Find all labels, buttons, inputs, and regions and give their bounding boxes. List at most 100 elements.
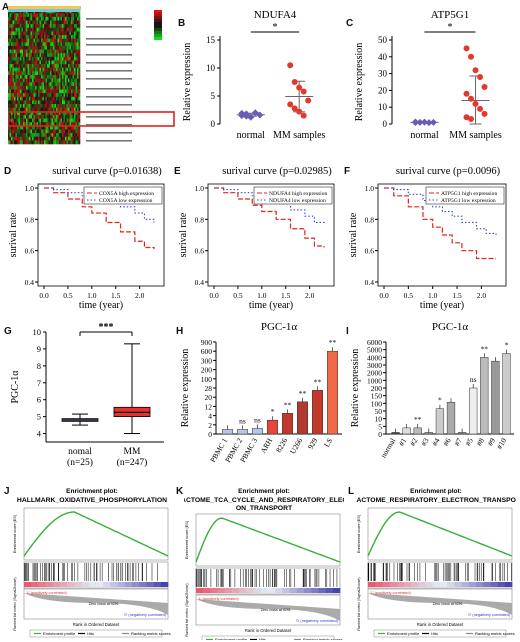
heatmap-cell [45, 60, 48, 65]
heatmap-cell [44, 89, 46, 94]
heatmap-cell [51, 82, 54, 87]
heatmap-cell [35, 49, 37, 54]
heatmap-cell [15, 133, 18, 138]
heatmap-cell [51, 67, 54, 72]
heatmap-cell [69, 42, 72, 47]
gsea-legend-label: Ranking metric scores [131, 631, 171, 636]
heatmap-cell [20, 107, 22, 112]
heatmap-cell [18, 27, 21, 32]
heatmap-cell [33, 20, 36, 25]
heatmap-cell [62, 42, 64, 47]
heatmap-cell [66, 133, 69, 138]
heatmap-cell [57, 140, 60, 145]
rank-gradient-segment [468, 582, 477, 587]
heatmap-cell [63, 16, 66, 21]
heatmap-cell [51, 24, 54, 29]
heatmap-cell [21, 89, 24, 94]
significance-marker: * [505, 341, 509, 350]
heatmap-cell [62, 71, 64, 76]
heatmap-cell [38, 24, 40, 29]
heatmap-cell [8, 118, 10, 123]
heatmap-cell [14, 60, 16, 65]
data-point [463, 45, 470, 52]
heatmap-cell [9, 64, 12, 69]
heatmap-cell [11, 125, 13, 130]
x-tick-label: MM [124, 447, 141, 457]
heatmap-cell [35, 136, 37, 141]
heatmap-cell [63, 140, 66, 145]
heatmap-row-label [86, 44, 132, 46]
heatmap-cell [75, 64, 78, 69]
heatmap-cell [47, 129, 49, 134]
heatmap-cell [12, 45, 15, 50]
heatmap-cell [51, 133, 54, 138]
heatmap-cell [48, 13, 51, 18]
y-tick-label: 15 [206, 35, 216, 45]
heatmap-cell [50, 45, 52, 50]
heatmap-cell [63, 136, 66, 141]
heatmap-cell [56, 24, 58, 29]
bar [469, 387, 478, 435]
heatmap-cell [51, 75, 54, 79]
heatmap-cell [59, 118, 61, 123]
heatmap-cell [50, 35, 52, 39]
heatmap-cell [12, 82, 15, 87]
heatmap-annotation-strip [8, 6, 80, 9]
heatmap-cell [29, 38, 31, 43]
heatmap-cell [54, 42, 57, 47]
heatmap-cell [42, 64, 45, 69]
heatmap-cell [69, 45, 72, 50]
heatmap-cell [51, 107, 54, 112]
heatmap-cell [62, 140, 64, 145]
heatmap-cell [59, 49, 61, 54]
heatmap-cell [44, 93, 46, 98]
heatmap-cell [27, 56, 30, 61]
heatmap-cell [62, 75, 64, 79]
heatmap-cell [15, 107, 18, 112]
x-tick-label: ARH [259, 436, 275, 455]
x-tick-label: MM samples [273, 130, 326, 141]
heatmap-cell [32, 71, 34, 76]
heatmap-cell [62, 27, 64, 32]
ranking-metric-area [196, 599, 340, 621]
heatmap-cell [75, 56, 78, 61]
heatmap-cell [42, 133, 45, 138]
legend-label: NDUFA4 low expression [269, 198, 326, 204]
heatmap-cell [33, 133, 36, 138]
heatmap-cell [53, 20, 55, 25]
heatmap-cell [71, 140, 73, 145]
heatmap-cell [69, 67, 72, 72]
heatmap-cell [8, 125, 10, 130]
heatmap-cell [24, 96, 27, 101]
heatmap-cell [36, 24, 39, 29]
heatmap-cell [26, 100, 28, 105]
heatmap-cell [18, 13, 21, 18]
heatmap-cell [23, 60, 25, 65]
heatmap-cell [17, 78, 19, 83]
rank-gradient-segment [332, 588, 341, 593]
heatmap-cell [18, 89, 21, 94]
heatmap-cell [29, 96, 31, 101]
heatmap-cell [66, 82, 69, 87]
plot-frame [377, 183, 507, 287]
heatmap-cell [72, 13, 75, 18]
heatmap-cell [39, 111, 42, 116]
heatmap-cell [56, 45, 58, 50]
heatmap-cell [48, 122, 51, 127]
heatmap-cell [69, 107, 72, 112]
heatmap-cell [38, 85, 40, 90]
heatmap-cell [75, 31, 78, 36]
heatmap-cell [29, 24, 31, 29]
heatmap-cell [45, 118, 48, 123]
heatmap-cell [71, 71, 73, 76]
heatmap-cell [72, 45, 75, 50]
heatmap-cell [39, 96, 42, 101]
heatmap-cell [35, 82, 37, 87]
heatmap-cell [30, 129, 33, 134]
x-tick-label: 0.0 [209, 291, 219, 300]
heatmap-color-key [154, 37, 162, 40]
heatmap-cell [62, 96, 64, 101]
heatmap-cell [24, 42, 27, 47]
heatmap-cell [69, 35, 72, 39]
